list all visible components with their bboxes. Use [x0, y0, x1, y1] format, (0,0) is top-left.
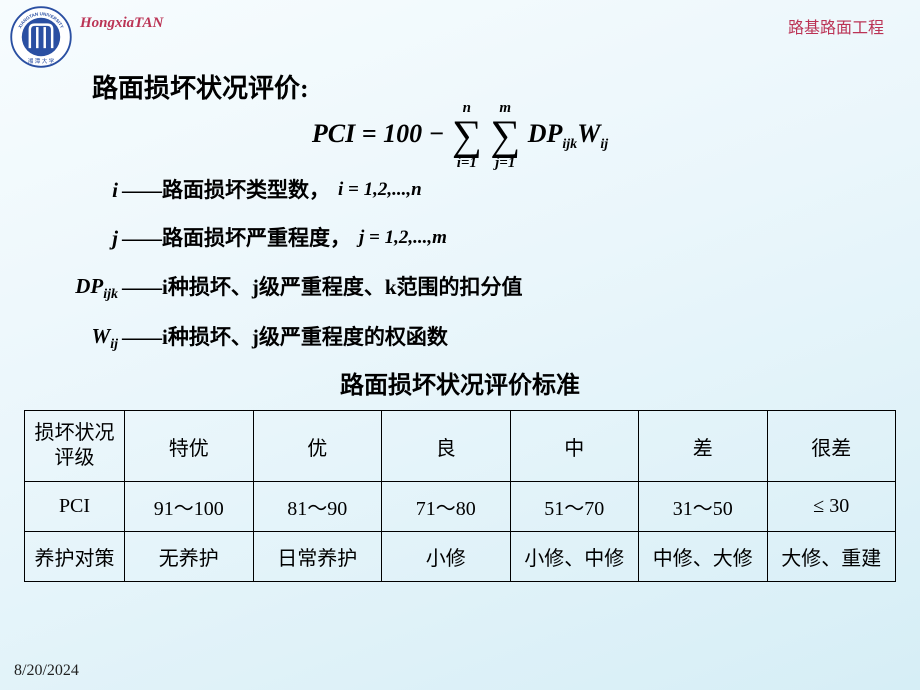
- author-name: HongxiaTAN: [80, 15, 163, 32]
- slide-header: XIANGTAN UNIVERSITY 湘 潭 大 学 HongxiaTAN: [0, 0, 920, 68]
- table-row-pci: PCI 91～100 81～90 71～80 51～70 31～50 ≤ 30: [25, 482, 896, 532]
- formula-eq: = 100 −: [355, 119, 451, 148]
- def-i: i —— 路面损坏类型数， i = 1,2,...,n: [50, 169, 920, 211]
- col-3: 良: [382, 411, 511, 482]
- header-label: 损坏状况 评级: [25, 411, 125, 482]
- def-w: Wij —— i种损坏、j级严重程度的权函数: [50, 315, 920, 359]
- table-row-action: 养护对策 无养护 日常养护 小修 小修、中修 中修、大修 大修、重建: [25, 532, 896, 582]
- footer-date: 8/20/2024: [14, 662, 79, 680]
- university-seal-icon: XIANGTAN UNIVERSITY 湘 潭 大 学: [10, 6, 72, 68]
- def-dp: DPijk —— i种损坏、j级严重程度、k范围的扣分值: [50, 265, 920, 309]
- col-2: 优: [253, 411, 382, 482]
- col-1: 特优: [125, 411, 254, 482]
- definitions-list: i —— 路面损坏类型数， i = 1,2,...,n j —— 路面损坏严重程…: [50, 169, 920, 359]
- col-5: 差: [639, 411, 768, 482]
- formula-w: Wij: [577, 119, 608, 148]
- col-4: 中: [510, 411, 639, 482]
- course-name: 路基路面工程: [788, 14, 884, 38]
- action-label: 养护对策: [25, 532, 125, 582]
- table-title: 路面损坏状况评价标准: [0, 365, 920, 400]
- table-row-header: 损坏状况 评级 特优 优 良 中 差 很差: [25, 411, 896, 482]
- pci-label: PCI: [25, 482, 125, 532]
- sigma-j-icon: m ∑ j=1: [490, 115, 520, 157]
- formula-lhs: PCI: [312, 119, 355, 148]
- sigma-i-icon: n ∑ i=1: [452, 115, 482, 157]
- pci-criteria-table: 损坏状况 评级 特优 优 良 中 差 很差 PCI 91～100 81～90 7…: [24, 410, 896, 582]
- def-j: j —— 路面损坏严重程度， j = 1,2,...,m: [50, 217, 920, 259]
- formula-dp: DPijk: [528, 119, 577, 148]
- col-6: 很差: [767, 411, 896, 482]
- pci-formula: PCI = 100 − n ∑ i=1 m ∑ j=1 DPijkWij: [0, 115, 920, 157]
